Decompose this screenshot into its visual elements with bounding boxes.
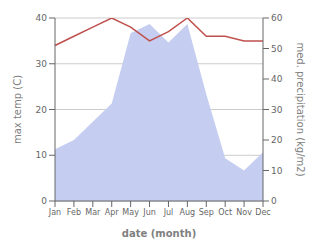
svg-text:Mar: Mar — [85, 208, 101, 217]
svg-text:10: 10 — [36, 150, 48, 160]
svg-text:date (month): date (month) — [122, 228, 196, 239]
svg-text:Feb: Feb — [67, 208, 81, 217]
svg-text:Oct: Oct — [218, 208, 232, 217]
svg-text:Dec: Dec — [255, 208, 270, 217]
svg-text:0: 0 — [271, 196, 277, 206]
svg-text:40: 40 — [36, 13, 48, 23]
svg-text:Jan: Jan — [48, 208, 61, 217]
svg-text:Sep: Sep — [199, 208, 214, 217]
svg-text:30: 30 — [36, 59, 48, 69]
svg-text:50: 50 — [271, 44, 283, 54]
svg-text:0: 0 — [41, 196, 47, 206]
svg-text:20: 20 — [36, 105, 48, 115]
svg-text:max temp (C): max temp (C) — [12, 75, 23, 144]
svg-text:30: 30 — [271, 105, 283, 115]
svg-text:May: May — [122, 208, 139, 217]
svg-text:Jun: Jun — [142, 208, 156, 217]
svg-text:Apr: Apr — [105, 208, 120, 217]
svg-text:med. precipitation (kg/m2): med. precipitation (kg/m2) — [295, 42, 306, 176]
svg-text:40: 40 — [271, 74, 283, 84]
svg-text:20: 20 — [271, 135, 283, 145]
svg-text:10: 10 — [271, 166, 283, 176]
svg-text:60: 60 — [271, 13, 283, 23]
svg-text:Aug: Aug — [180, 208, 196, 217]
svg-text:Nov: Nov — [236, 208, 252, 217]
svg-text:Jul: Jul — [163, 208, 174, 217]
